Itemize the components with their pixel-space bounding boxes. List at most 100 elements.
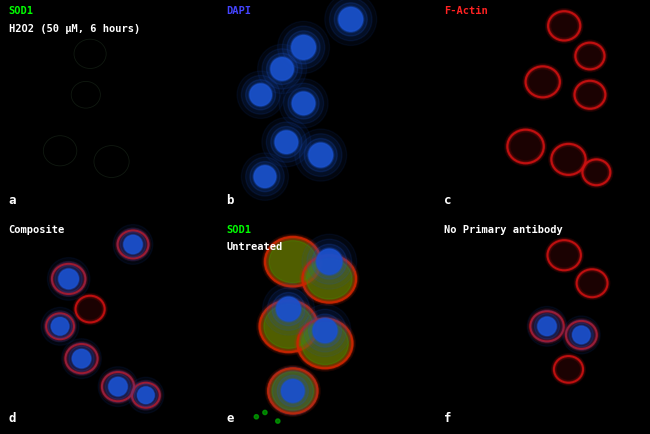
Ellipse shape bbox=[577, 269, 608, 297]
Circle shape bbox=[263, 410, 267, 414]
Ellipse shape bbox=[264, 304, 313, 348]
Circle shape bbox=[573, 326, 590, 344]
Ellipse shape bbox=[102, 372, 134, 401]
Circle shape bbox=[562, 316, 600, 354]
Circle shape bbox=[317, 249, 342, 274]
Circle shape bbox=[302, 234, 357, 289]
Circle shape bbox=[246, 80, 276, 110]
Circle shape bbox=[253, 165, 277, 188]
Circle shape bbox=[105, 374, 131, 399]
Circle shape bbox=[271, 58, 293, 80]
Ellipse shape bbox=[582, 159, 610, 185]
Circle shape bbox=[138, 387, 154, 404]
Ellipse shape bbox=[268, 368, 317, 414]
Circle shape bbox=[283, 83, 324, 124]
Circle shape bbox=[250, 84, 271, 105]
Circle shape bbox=[109, 378, 127, 396]
Ellipse shape bbox=[298, 319, 352, 368]
Circle shape bbox=[534, 314, 560, 339]
Circle shape bbox=[128, 377, 164, 413]
Text: No Primary antibody: No Primary antibody bbox=[444, 225, 563, 235]
Circle shape bbox=[281, 380, 304, 402]
Ellipse shape bbox=[575, 43, 604, 69]
Circle shape bbox=[531, 310, 564, 342]
Circle shape bbox=[537, 316, 557, 336]
Circle shape bbox=[73, 349, 90, 368]
Circle shape bbox=[307, 142, 333, 168]
Ellipse shape bbox=[269, 240, 317, 283]
Ellipse shape bbox=[307, 259, 352, 299]
Ellipse shape bbox=[132, 383, 160, 408]
Circle shape bbox=[250, 161, 280, 192]
Circle shape bbox=[307, 239, 352, 284]
Text: H2O2 (50 μM, 6 hours): H2O2 (50 μM, 6 hours) bbox=[8, 24, 140, 34]
Circle shape bbox=[312, 244, 346, 279]
Circle shape bbox=[58, 268, 79, 289]
Circle shape bbox=[51, 317, 70, 336]
Circle shape bbox=[572, 326, 591, 345]
Circle shape bbox=[330, 0, 372, 41]
Circle shape bbox=[72, 349, 92, 368]
Circle shape bbox=[309, 314, 341, 347]
Text: F-Actin: F-Actin bbox=[444, 7, 488, 16]
Ellipse shape bbox=[298, 319, 352, 368]
Circle shape bbox=[59, 269, 78, 289]
Circle shape bbox=[51, 261, 86, 296]
Ellipse shape bbox=[548, 11, 580, 40]
Circle shape bbox=[538, 317, 556, 335]
Circle shape bbox=[117, 228, 150, 261]
Text: SOD1: SOD1 bbox=[226, 225, 252, 235]
Circle shape bbox=[309, 143, 333, 167]
Circle shape bbox=[316, 248, 343, 276]
Circle shape bbox=[47, 258, 90, 300]
Circle shape bbox=[291, 34, 317, 60]
Circle shape bbox=[249, 83, 272, 107]
Circle shape bbox=[267, 288, 310, 330]
Circle shape bbox=[272, 293, 305, 326]
Circle shape bbox=[263, 283, 315, 335]
Circle shape bbox=[276, 419, 280, 423]
Circle shape bbox=[266, 122, 306, 162]
Text: b: b bbox=[226, 194, 234, 207]
Circle shape bbox=[294, 129, 346, 181]
Circle shape bbox=[312, 318, 338, 344]
Ellipse shape bbox=[302, 255, 356, 302]
Circle shape bbox=[304, 309, 346, 352]
Circle shape bbox=[237, 71, 284, 118]
Circle shape bbox=[278, 21, 330, 73]
Ellipse shape bbox=[118, 230, 148, 259]
Circle shape bbox=[113, 224, 153, 264]
Circle shape bbox=[55, 265, 82, 293]
Text: a: a bbox=[8, 194, 16, 207]
Circle shape bbox=[262, 49, 302, 89]
Circle shape bbox=[325, 0, 377, 46]
Ellipse shape bbox=[259, 300, 317, 352]
Text: DAPI: DAPI bbox=[226, 7, 252, 16]
Circle shape bbox=[123, 234, 143, 254]
Ellipse shape bbox=[302, 322, 348, 365]
Circle shape bbox=[131, 381, 161, 410]
Circle shape bbox=[275, 131, 298, 153]
Ellipse shape bbox=[46, 313, 74, 339]
Circle shape bbox=[527, 306, 567, 346]
Ellipse shape bbox=[52, 264, 85, 294]
Text: e: e bbox=[226, 412, 234, 425]
Circle shape bbox=[262, 118, 311, 167]
Circle shape bbox=[274, 130, 298, 155]
Circle shape bbox=[45, 311, 75, 342]
Text: f: f bbox=[444, 412, 452, 425]
Circle shape bbox=[270, 56, 294, 81]
Circle shape bbox=[313, 319, 337, 342]
Ellipse shape bbox=[566, 321, 597, 349]
Circle shape bbox=[281, 378, 305, 403]
Circle shape bbox=[566, 319, 597, 350]
Circle shape bbox=[292, 36, 315, 59]
Text: Untreated: Untreated bbox=[226, 242, 283, 252]
Circle shape bbox=[271, 126, 302, 158]
Circle shape bbox=[257, 44, 307, 94]
Circle shape bbox=[268, 366, 317, 416]
Text: Composite: Composite bbox=[8, 225, 65, 235]
Circle shape bbox=[277, 375, 309, 407]
Circle shape bbox=[569, 323, 593, 347]
Circle shape bbox=[241, 76, 280, 114]
